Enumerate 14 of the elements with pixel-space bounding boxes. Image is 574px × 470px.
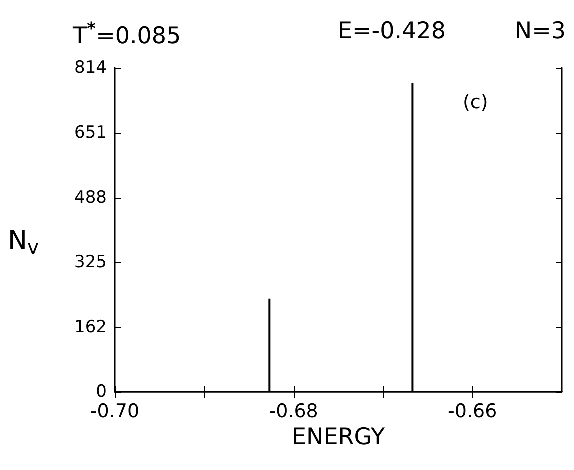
text: E=-0.428 [338,18,446,44]
x-tick-label: -0.68 [269,400,318,422]
x-tick-label: -0.66 [448,400,498,422]
y-tick-label: 0 [96,382,107,402]
y-tick-label: 814 [74,58,107,78]
annotation: (c) [463,92,488,114]
y-tick-label: 325 [74,252,107,273]
chart-title: T*=0.085 [72,20,182,50]
y-tick-label: 651 [74,122,107,143]
text: N=3 [514,18,566,44]
y-tick-label: 162 [74,318,107,338]
x-tick-label: -0.70 [90,400,140,422]
y-tick-label: 488 [74,188,107,208]
x-axis-title: ENERGY [292,424,386,450]
